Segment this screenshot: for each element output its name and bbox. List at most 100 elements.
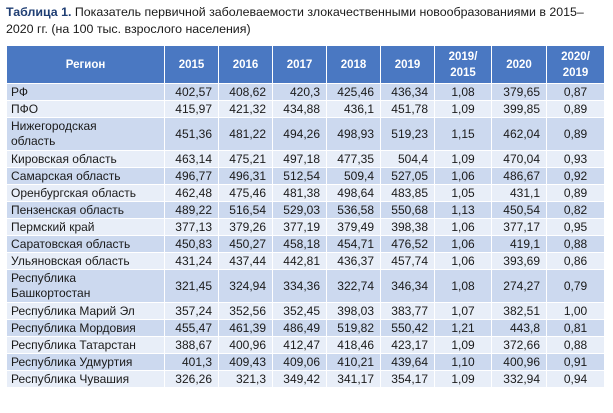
table-row: Республика Марий Эл 357,24 352,56 352,45 398… (6, 302, 605, 320)
region-cell: Нижегородская область (6, 117, 165, 151)
value-cell: 1,05 (434, 184, 492, 202)
region-cell: Республика Удмуртия (6, 353, 165, 371)
value-cell: 497,18 (272, 150, 327, 168)
value-cell: 419,1 (491, 235, 547, 253)
value-cell: 1,09 (434, 150, 492, 168)
value-cell: 436,1 (326, 100, 381, 118)
value-cell: 481,22 (218, 117, 273, 151)
value-cell: 463,14 (164, 150, 219, 168)
value-cell: 418,46 (326, 336, 381, 354)
value-cell: 352,45 (272, 302, 327, 320)
value-cell: 379,49 (326, 218, 381, 236)
value-cell: 388,67 (164, 336, 219, 354)
value-cell: 352,56 (218, 302, 273, 320)
value-cell: 425,46 (326, 83, 381, 101)
header-cell: 2020/ 2019 (546, 45, 605, 84)
value-cell: 0,87 (546, 83, 605, 101)
table-row: Республика Татарстан 388,67 400,96 412,47 41… (6, 336, 605, 354)
value-cell: 0,88 (546, 235, 605, 253)
value-cell: 354,17 (380, 370, 435, 388)
value-cell: 322,74 (326, 269, 381, 303)
value-cell: 519,23 (380, 117, 435, 151)
value-cell: 0,94 (546, 370, 605, 388)
value-cell: 321,3 (218, 370, 273, 388)
value-cell: 0,82 (546, 201, 605, 219)
value-cell: 486,49 (272, 319, 327, 337)
value-cell: 379,65 (491, 83, 547, 101)
value-cell: 0,93 (546, 150, 605, 168)
value-cell: 402,57 (164, 83, 219, 101)
region-cell: Ульяновская область (6, 252, 165, 270)
value-cell: 442,81 (272, 252, 327, 270)
value-cell: 324,94 (218, 269, 273, 303)
value-cell: 1,09 (434, 336, 492, 354)
value-cell: 408,62 (218, 83, 273, 101)
value-cell: 496,31 (218, 167, 273, 185)
value-cell: 1,15 (434, 117, 492, 151)
caption-text: Показатель первичной заболеваемости злок… (6, 5, 584, 36)
value-cell: 0,92 (546, 167, 605, 185)
value-cell: 476,52 (380, 235, 435, 253)
value-cell: 483,85 (380, 184, 435, 202)
table-row: Ульяновская область 431,24 437,44 442,81 436… (6, 252, 605, 270)
value-cell: 529,03 (272, 201, 327, 219)
value-cell: 504,4 (380, 150, 435, 168)
value-cell: 451,36 (164, 117, 219, 151)
value-cell: 409,43 (218, 353, 273, 371)
value-cell: 498,64 (326, 184, 381, 202)
value-cell: 0,89 (546, 184, 605, 202)
region-cell: Кировская область (6, 150, 165, 168)
value-cell: 450,54 (491, 201, 547, 219)
value-cell: 341,17 (326, 370, 381, 388)
value-cell: 450,83 (164, 235, 219, 253)
value-cell: 1,06 (434, 252, 492, 270)
header-cell: 2019 (380, 45, 435, 84)
value-cell: 437,44 (218, 252, 273, 270)
value-cell: 0,86 (546, 252, 605, 270)
header-cell: 2020 (491, 45, 547, 84)
value-cell: 398,38 (380, 218, 435, 236)
region-cell: Оренбургская область (6, 184, 165, 202)
value-cell: 519,82 (326, 319, 381, 337)
value-cell: 494,26 (272, 117, 327, 151)
value-cell: 377,17 (491, 218, 547, 236)
value-cell: 443,8 (491, 319, 547, 337)
value-cell: 1,08 (434, 269, 492, 303)
value-cell: 372,66 (491, 336, 547, 354)
value-cell: 454,71 (326, 235, 381, 253)
value-cell: 412,47 (272, 336, 327, 354)
value-cell: 512,54 (272, 167, 327, 185)
value-cell: 509,4 (326, 167, 381, 185)
region-cell: ПФО (6, 100, 165, 118)
region-cell: Самарская область (6, 167, 165, 185)
value-cell: 451,78 (380, 100, 435, 118)
value-cell: 457,74 (380, 252, 435, 270)
header-cell: 2017 (272, 45, 327, 84)
region-cell: Республика Марий Эл (6, 302, 165, 320)
value-cell: 461,39 (218, 319, 273, 337)
region-cell: Пензенская область (6, 201, 165, 219)
table-row: Оренбургская область 462,48 475,46 481,38 49… (6, 184, 605, 202)
value-cell: 1,08 (434, 83, 492, 101)
caption-label: Таблица 1. (6, 5, 72, 19)
table-row: Республика Чувашия 326,26 321,3 349,42 341,1… (6, 370, 605, 388)
value-cell: 400,96 (491, 353, 547, 371)
value-cell: 1,09 (434, 100, 492, 118)
header-cell: 2018 (326, 45, 381, 84)
value-cell: 486,67 (491, 167, 547, 185)
value-cell: 434,88 (272, 100, 327, 118)
incidence-table: Регион 2015 2016 2017 2018 2019 2019/ 20… (6, 45, 605, 388)
header-cell: Регион (6, 45, 165, 84)
value-cell: 536,58 (326, 201, 381, 219)
value-cell: 1,00 (546, 302, 605, 320)
value-cell: 377,13 (164, 218, 219, 236)
value-cell: 0,89 (546, 117, 605, 151)
value-cell: 550,68 (380, 201, 435, 219)
value-cell: 1,10 (434, 353, 492, 371)
value-cell: 0,95 (546, 218, 605, 236)
value-cell: 489,22 (164, 201, 219, 219)
value-cell: 326,26 (164, 370, 219, 388)
table-row: Республика Башкортостан 321,45 324,94 334,36… (6, 269, 605, 303)
value-cell: 423,17 (380, 336, 435, 354)
value-cell: 393,69 (491, 252, 547, 270)
